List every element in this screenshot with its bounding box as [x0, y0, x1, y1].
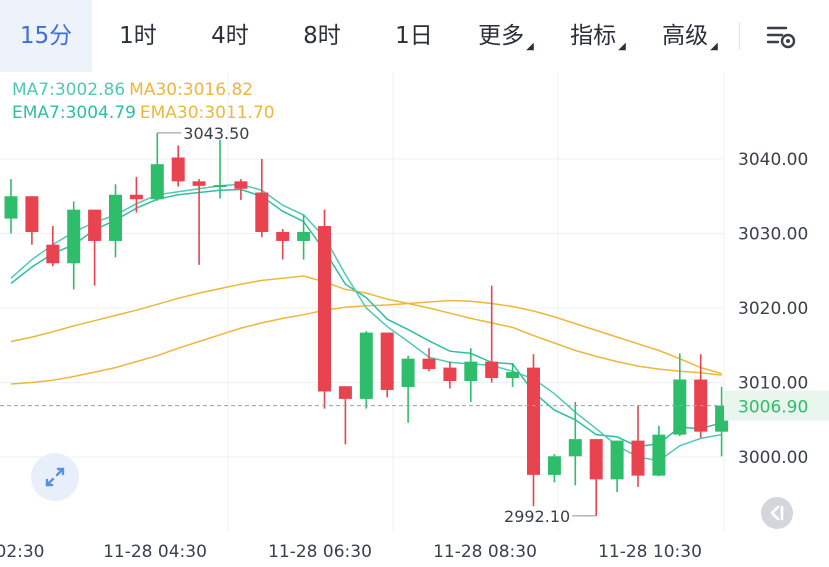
low-price-label: 2992.10 [504, 507, 570, 526]
legend-ema7: EMA7:3004.79 [12, 103, 136, 123]
x-tick-label-1: 11-28 04:30 [103, 542, 207, 562]
candle-body [589, 439, 603, 480]
candle-body [276, 232, 290, 241]
candle-body [88, 209, 102, 241]
tab-1h[interactable]: 1时 [92, 0, 184, 72]
legend-ma7: MA7:3002.86 [12, 80, 126, 100]
toolbar-divider [739, 22, 740, 50]
candle-body [568, 439, 582, 457]
candle-body [213, 185, 227, 188]
tab-4h[interactable]: 4时 [184, 0, 276, 72]
tab-indicators[interactable]: 指标 ◢ [552, 0, 644, 72]
candle-body [150, 164, 164, 200]
fullscreen-button[interactable] [31, 453, 79, 501]
tab-1h-label: 1时 [119, 23, 157, 49]
chart-settings-icon [766, 26, 796, 49]
tab-4h-label: 4时 [211, 23, 249, 49]
current-price-label: 3006.90 [738, 398, 808, 418]
tab-8h[interactable]: 8时 [276, 0, 368, 72]
y-tick-label-4: 3000.00 [738, 448, 808, 468]
dropdown-caret-icon: ◢ [618, 41, 626, 52]
ema30-line [10, 275, 722, 376]
tab-more-label: 更多 [478, 23, 525, 49]
candle-body [129, 194, 143, 200]
y-tick-label-2: 3020.00 [738, 299, 808, 319]
candle-body [171, 157, 185, 182]
candle-body [25, 196, 39, 233]
y-tick-label-3: 3010.00 [738, 374, 808, 394]
candlestick-chart[interactable]: 3043.50 2992.10 3006.90 3040.00 3030.00 3020.… [0, 72, 829, 567]
x-tick-label-3: 11-28 08:30 [433, 542, 537, 562]
ema-legend: EMA7:3004.79 EMA30:3011.70 [12, 103, 279, 123]
tab-advanced[interactable]: 高级 ◢ [644, 0, 736, 72]
tab-more[interactable]: 更多 ◢ [460, 0, 552, 72]
chart-settings-button[interactable] [760, 20, 800, 52]
candle-body [4, 196, 18, 219]
candle-body [506, 372, 520, 379]
candle-body [359, 332, 373, 399]
ma7-line [10, 183, 722, 462]
candle-body [610, 440, 624, 480]
candle-body [485, 361, 499, 379]
candle-body [464, 361, 478, 382]
candle-body [547, 456, 561, 475]
candle-body [673, 379, 687, 435]
legend-ema30: EMA30:3011.70 [139, 103, 275, 123]
current-price-tag [724, 390, 829, 421]
tab-15m-label: 15分 [19, 23, 73, 49]
candle-body [527, 367, 540, 475]
y-tick-label-0: 3040.00 [738, 150, 808, 170]
candle-body [255, 192, 269, 233]
candle-body [234, 181, 248, 189]
tab-1d[interactable]: 1日 [368, 0, 460, 72]
tab-indicators-label: 指标 [570, 23, 617, 49]
x-tick-label-2: 11-28 06:30 [268, 542, 372, 562]
skip-to-latest-icon [770, 505, 784, 521]
expand-icon [45, 467, 65, 487]
dropdown-caret-icon: ◢ [710, 41, 718, 52]
candle-body [109, 194, 122, 241]
y-tick-label-1: 3030.00 [738, 225, 808, 245]
candle-body [380, 332, 394, 390]
tab-1d-label: 1日 [395, 23, 433, 49]
legend-ma30: MA30:3016.82 [129, 80, 254, 100]
candle-body [631, 440, 645, 476]
candle-body [443, 367, 457, 382]
dropdown-caret-icon: ◢ [526, 41, 534, 52]
high-price-label: 3043.50 [183, 124, 249, 143]
candle-body [192, 181, 206, 186]
candle-body [652, 434, 666, 476]
candle-body [401, 358, 415, 387]
candle-body [67, 209, 81, 264]
x-tick-label-0: 02:30 [0, 542, 45, 562]
scroll-to-latest-button[interactable] [761, 497, 793, 529]
tab-8h-label: 8时 [303, 23, 341, 49]
tab-15m[interactable]: 15分 [0, 0, 92, 72]
candle-body [318, 226, 331, 392]
tab-advanced-label: 高级 [662, 23, 709, 49]
ma-legend: MA7:3002.86 MA30:3016.82 [12, 80, 257, 100]
candle-body [297, 232, 311, 241]
x-tick-label-4: 11-28 10:30 [598, 542, 702, 562]
timeframe-toolbar: 15分 1时 4时 8时 1日 更多 ◢ 指标 ◢ 高级 ◢ [0, 0, 829, 72]
candle-body [422, 358, 436, 370]
candle-body [338, 386, 352, 399]
candle-body [46, 244, 60, 264]
ma30-line [10, 299, 722, 385]
